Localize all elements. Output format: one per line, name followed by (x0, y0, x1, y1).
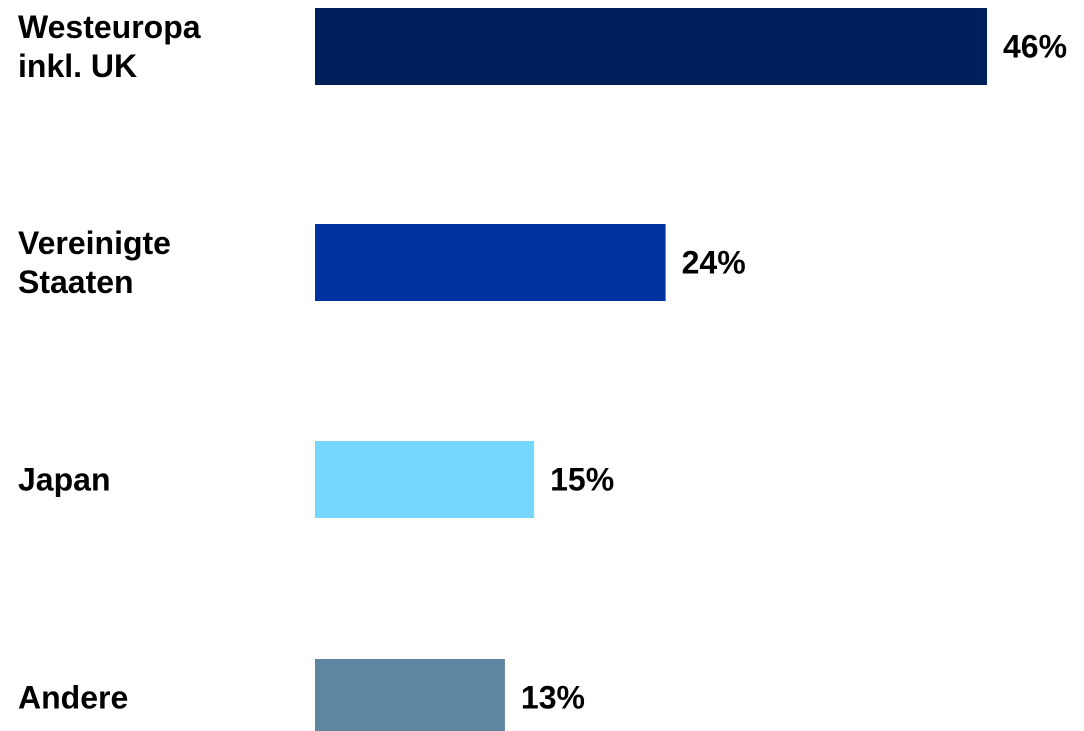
bar-3 (315, 441, 535, 518)
category-label-line: Vereinigte (18, 225, 171, 261)
category-label-line: Westeuropa (18, 9, 201, 45)
category-label-line: Japan (18, 462, 110, 498)
category-label-line: Staaten (18, 264, 134, 300)
value-labels: 46% 24% 15% 13% (521, 29, 1067, 716)
bars (315, 8, 987, 731)
bar-2 (315, 224, 666, 301)
bar-4 (315, 659, 505, 731)
category-label-2: Vereinigte Staaten (18, 225, 171, 300)
category-labels: Westeuropa inkl. UK Vereinigte Staaten Japan… (18, 9, 201, 716)
value-label-4: 13% (521, 680, 585, 716)
value-label-3: 15% (550, 462, 614, 498)
category-label-3: Japan (18, 462, 110, 498)
category-label-1: Westeuropa inkl. UK (18, 9, 201, 84)
category-label-4: Andere (18, 680, 128, 716)
value-label-2: 24% (682, 245, 746, 281)
value-label-1: 46% (1003, 29, 1067, 65)
category-label-line: inkl. UK (18, 48, 137, 84)
category-label-line: Andere (18, 680, 128, 716)
bar-1 (315, 8, 987, 85)
